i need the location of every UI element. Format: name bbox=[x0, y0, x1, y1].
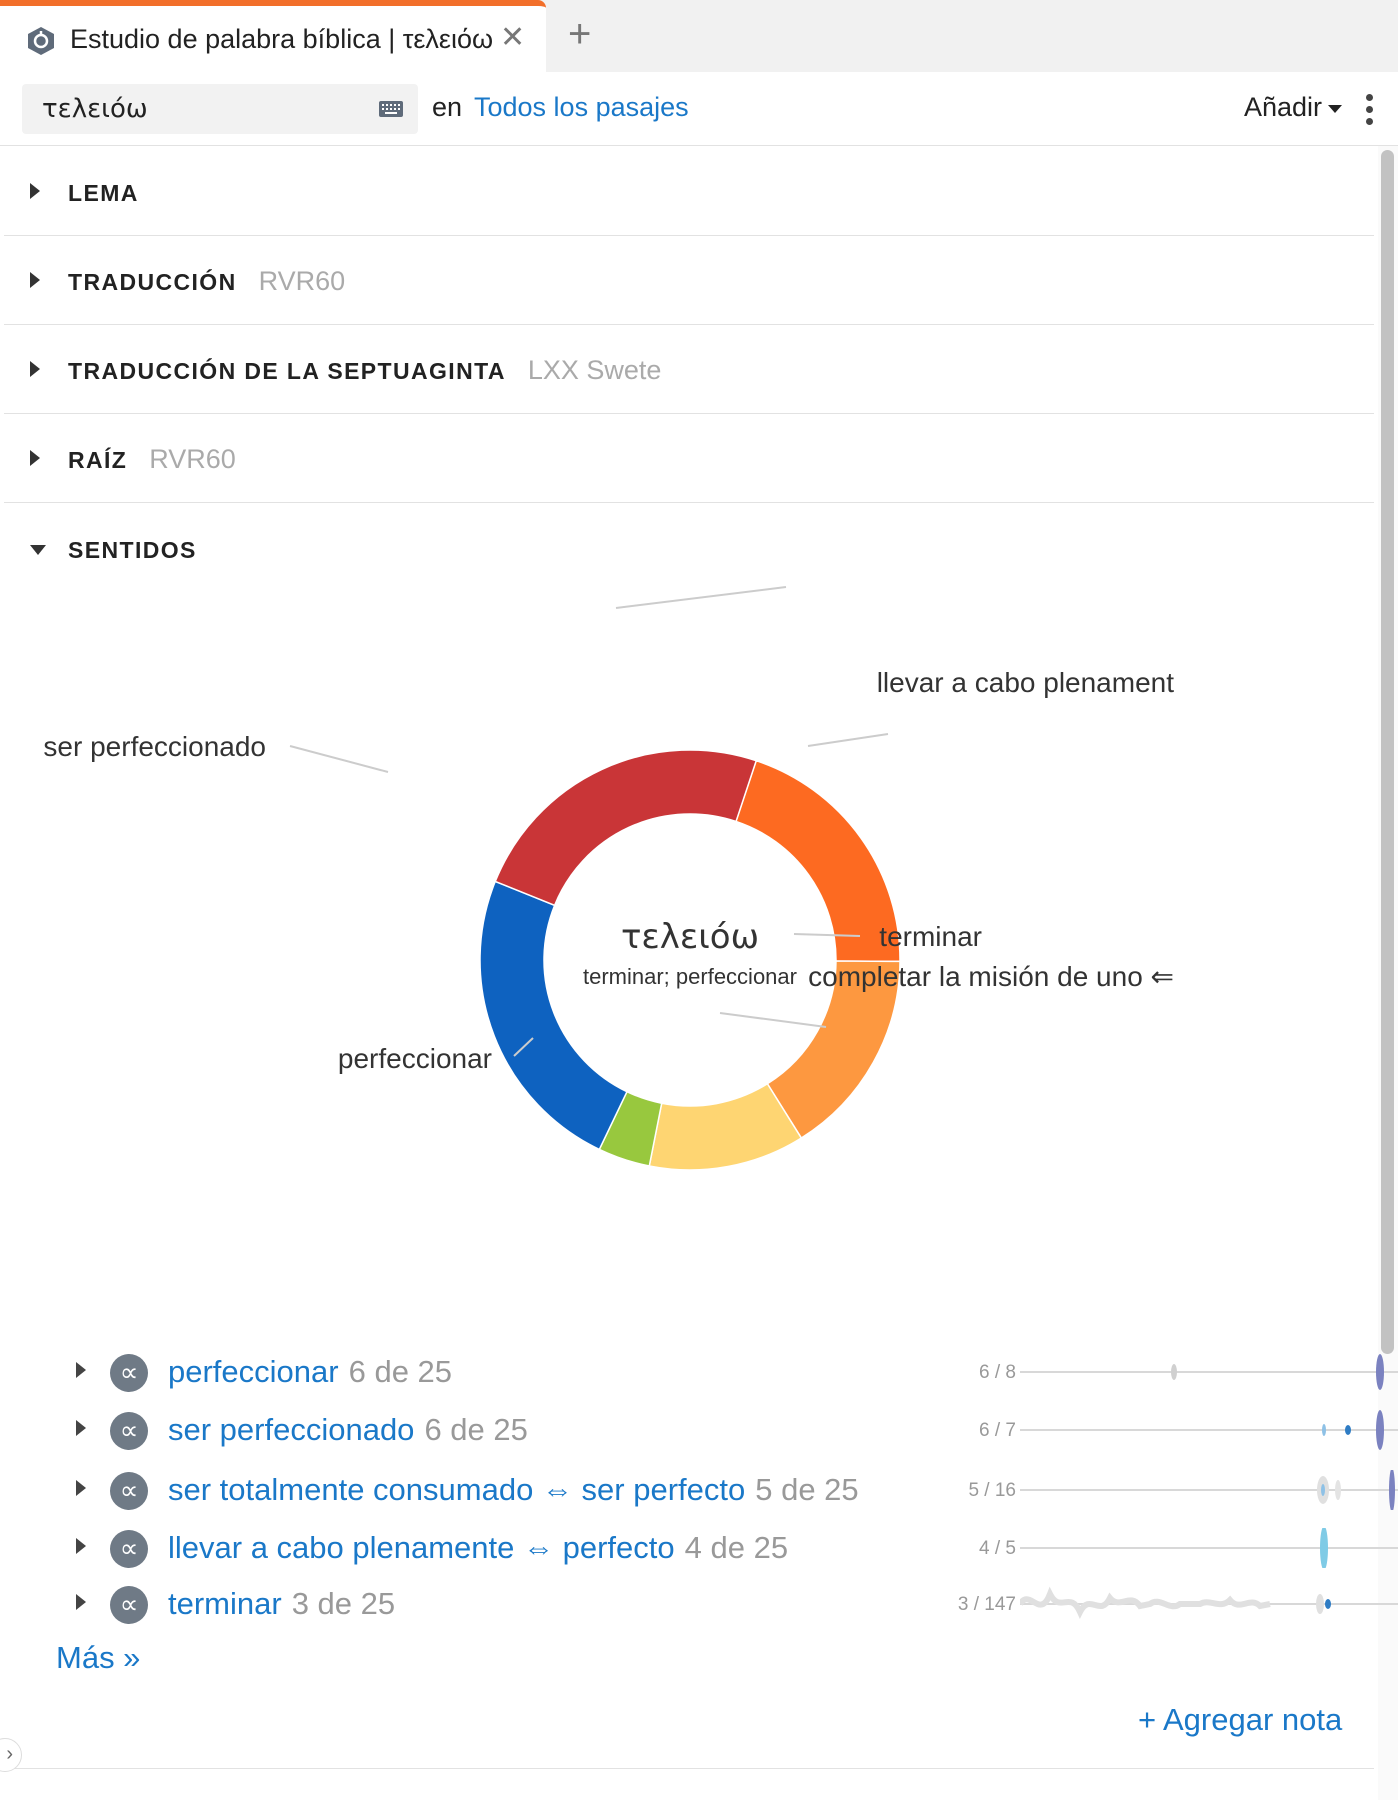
distribution-sparkline[interactable] bbox=[1020, 1410, 1398, 1450]
chart-center-subtitle: terminar; perfeccionar bbox=[583, 964, 797, 989]
scope-link[interactable]: Todos los pasajes bbox=[474, 92, 689, 122]
sense-ratio: 6 / 8 bbox=[979, 1362, 1016, 1383]
slice-leader-line bbox=[807, 733, 889, 747]
section-traduccion[interactable]: TRADUCCIÓN RVR60 bbox=[4, 236, 1374, 325]
sense-link[interactable]: perfeccionar 6 de 25 bbox=[168, 1354, 453, 1389]
chart-center-title: τελειόω bbox=[621, 917, 759, 957]
caret-right-icon[interactable] bbox=[76, 1420, 86, 1436]
distribution-sparkline[interactable] bbox=[1020, 1528, 1398, 1568]
sense-badge-icon: ∝ bbox=[110, 1354, 148, 1392]
sense-count: 4 de 25 bbox=[684, 1530, 789, 1565]
section-title: SENTIDOS bbox=[68, 537, 197, 563]
section-title: TRADUCCIÓN DE LA SEPTUAGINTA LXX Swete bbox=[68, 355, 662, 385]
senses-donut-chart: ser totalmente consumado ⇔ seillevar a c… bbox=[43, 586, 1175, 1171]
slice-leader-line bbox=[719, 1012, 827, 1028]
scrollbar-thumb[interactable] bbox=[1381, 150, 1394, 1354]
sense-badge-icon: ∝ bbox=[110, 1412, 148, 1450]
sense-link[interactable]: terminar 3 de 25 bbox=[168, 1586, 396, 1621]
more-link[interactable]: Más » bbox=[56, 1640, 141, 1675]
search-input[interactable] bbox=[22, 84, 418, 134]
section-subtitle: RVR60 bbox=[149, 444, 236, 474]
chevron-right-icon[interactable]: › bbox=[0, 1738, 22, 1772]
slice-leader-line bbox=[289, 745, 389, 773]
search-bar: en Todos los pasajes Añadir bbox=[0, 72, 1398, 146]
sense-badge-icon: ∝ bbox=[110, 1586, 148, 1624]
caret-right-icon[interactable] bbox=[76, 1594, 86, 1610]
tab-title: Estudio de palabra bíblica | τελειόω bbox=[70, 24, 494, 54]
sense-count: 3 de 25 bbox=[291, 1586, 396, 1621]
distribution-sparkline[interactable] bbox=[1020, 1470, 1398, 1510]
sense-ratio: 6 / 7 bbox=[979, 1420, 1016, 1441]
sense-link[interactable]: llevar a cabo plenamente ⇔ perfecto 4 de … bbox=[168, 1530, 789, 1565]
section-lema[interactable]: LEMA bbox=[4, 146, 1374, 236]
section-septuaginta[interactable]: TRADUCCIÓN DE LA SEPTUAGINTA LXX Swete bbox=[4, 325, 1374, 414]
slice-label: llevar a cabo plenament bbox=[877, 667, 1175, 698]
sense-badge-icon: ∝ bbox=[110, 1530, 148, 1568]
donut-slice[interactable] bbox=[479, 880, 628, 1151]
caret-right-icon[interactable] bbox=[76, 1538, 86, 1554]
distribution-sparkline[interactable] bbox=[1020, 1352, 1398, 1392]
slice-label: ser perfeccionado bbox=[43, 731, 266, 762]
section-subtitle: RVR60 bbox=[258, 266, 346, 296]
caret-down-icon bbox=[1328, 104, 1343, 113]
slice-label: completar la misión de uno ⇐ bbox=[808, 961, 1174, 992]
distribution-sparkline[interactable] bbox=[1020, 1584, 1398, 1624]
add-note-button[interactable]: + Agregar nota bbox=[1138, 1702, 1343, 1737]
sense-row[interactable]: ∝ llevar a cabo plenamente ⇔ perfecto 4 de… bbox=[60, 1524, 1398, 1572]
divider bbox=[4, 1768, 1374, 1769]
sense-link[interactable]: ser perfeccionado 6 de 25 bbox=[168, 1412, 528, 1447]
add-dropdown[interactable]: Añadir bbox=[1244, 92, 1343, 123]
plus-icon[interactable]: + bbox=[568, 12, 592, 56]
sense-count: 6 de 25 bbox=[424, 1412, 528, 1447]
section-title: LEMA bbox=[68, 180, 139, 206]
slice-label: terminar bbox=[879, 921, 982, 952]
section-sentidos[interactable]: SENTIDOS bbox=[4, 503, 1374, 563]
search-in-label: en bbox=[432, 92, 463, 122]
section-raiz[interactable]: RAÍZ RVR60 bbox=[4, 414, 1374, 503]
sense-count: 5 de 25 bbox=[755, 1472, 859, 1507]
active-tab[interactable]: Estudio de palabra bíblica | τελειόω ✕ bbox=[0, 0, 546, 72]
caret-right-icon[interactable] bbox=[30, 183, 40, 199]
sense-ratio: 4 / 5 bbox=[979, 1538, 1016, 1559]
slice-leader-line bbox=[615, 586, 787, 609]
caret-right-icon[interactable] bbox=[76, 1362, 86, 1378]
more-options-icon[interactable] bbox=[1366, 94, 1374, 128]
tab-bar: Estudio de palabra bíblica | τελειόω ✕ + bbox=[0, 0, 1398, 72]
caret-right-icon[interactable] bbox=[76, 1480, 86, 1496]
keyboard-icon[interactable] bbox=[378, 99, 404, 119]
section-title: RAÍZ RVR60 bbox=[68, 444, 236, 474]
sense-row[interactable]: ∝ perfeccionar 6 de 25 6 / 8 bbox=[60, 1348, 1398, 1396]
donut-slice[interactable] bbox=[494, 749, 758, 907]
caret-right-icon[interactable] bbox=[30, 361, 40, 377]
sense-ratio: 3 / 147 bbox=[957, 1594, 1016, 1615]
sense-row[interactable]: ∝ ser perfeccionado 6 de 25 6 / 7 bbox=[60, 1406, 1398, 1454]
section-title: TRADUCCIÓN RVR60 bbox=[68, 266, 346, 296]
slice-label: perfeccionar bbox=[338, 1043, 492, 1074]
donut-slice[interactable] bbox=[735, 759, 901, 963]
sense-badge-icon: ∝ bbox=[110, 1472, 148, 1510]
section-subtitle: LXX Swete bbox=[527, 355, 662, 385]
sense-link[interactable]: ser totalmente consumado ⇔ ser perfecto 5… bbox=[168, 1472, 859, 1507]
sense-row[interactable]: ∝ ser totalmente consumado ⇔ ser perfecto… bbox=[60, 1466, 1398, 1514]
word-study-icon bbox=[28, 27, 54, 55]
slice-leader-line bbox=[793, 933, 861, 937]
caret-right-icon[interactable] bbox=[30, 450, 40, 466]
caret-right-icon[interactable] bbox=[30, 272, 40, 288]
add-label: Añadir bbox=[1244, 92, 1323, 122]
slice-leader-line bbox=[513, 1037, 534, 1057]
sense-count: 6 de 25 bbox=[348, 1354, 453, 1389]
sense-row[interactable]: ∝ terminar 3 de 25 3 / 147 bbox=[60, 1580, 1398, 1628]
caret-down-icon[interactable] bbox=[30, 545, 46, 555]
sense-ratio: 5 / 16 bbox=[968, 1480, 1016, 1501]
close-icon[interactable]: ✕ bbox=[500, 21, 526, 54]
